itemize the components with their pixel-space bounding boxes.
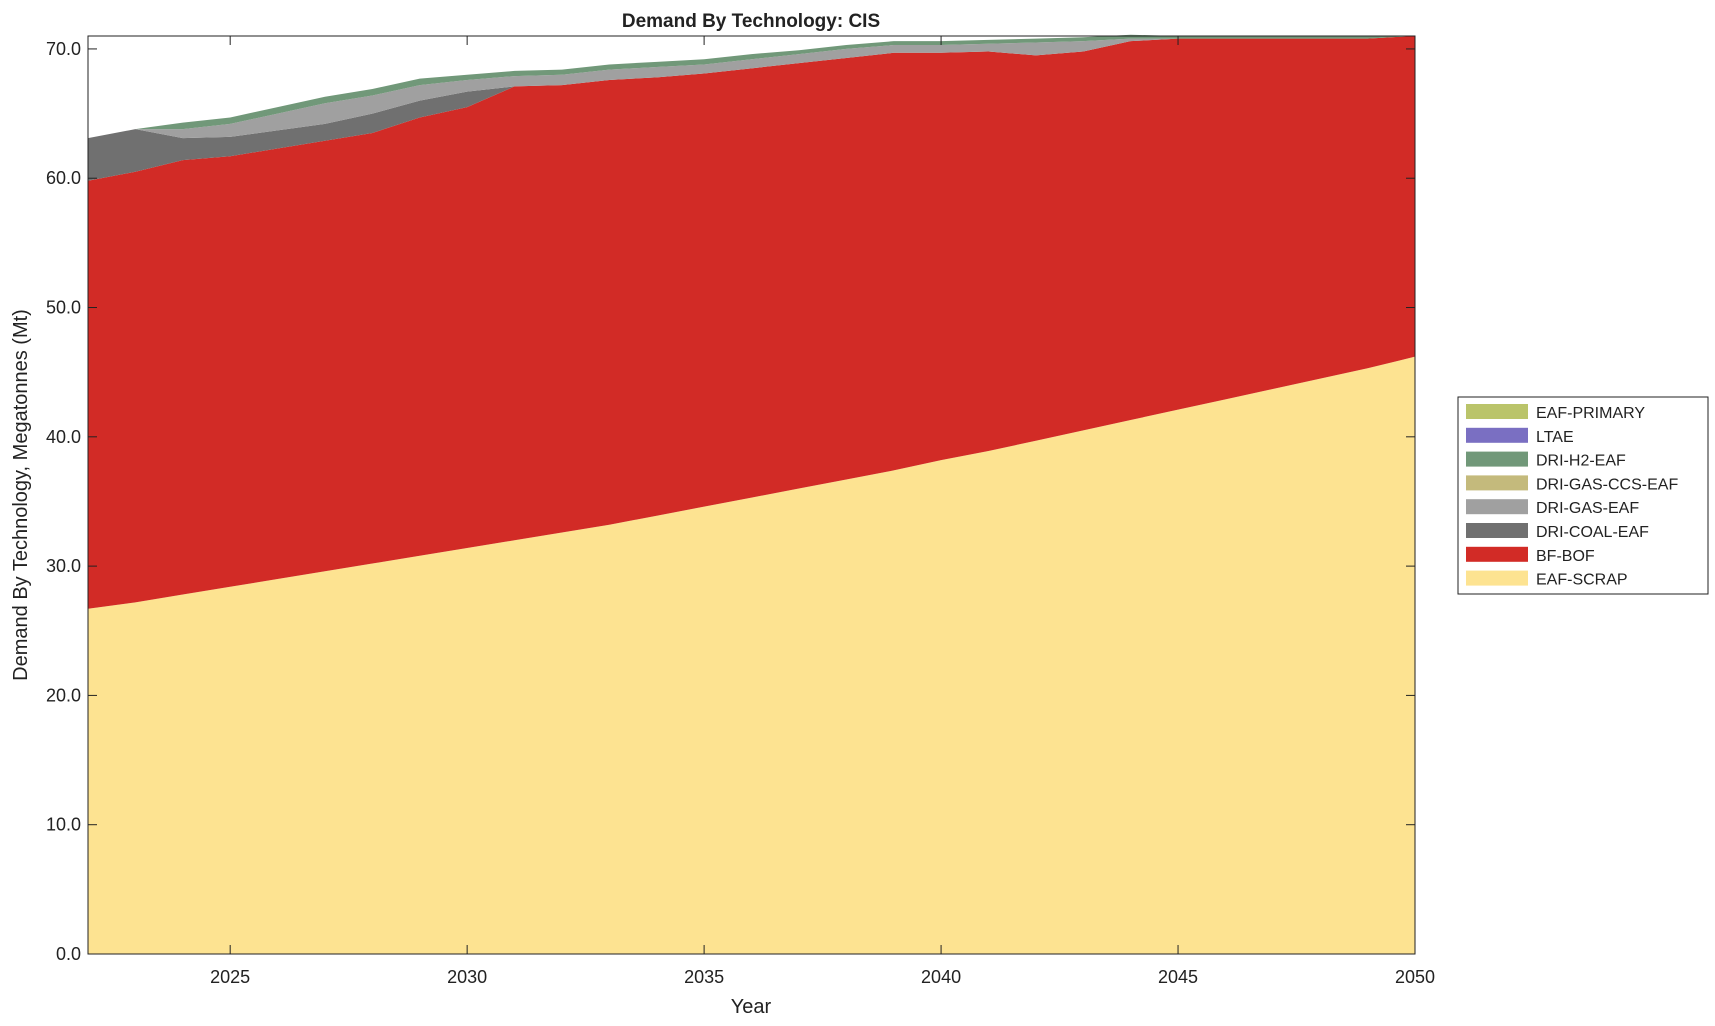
- legend-item-ltae: LTAE: [1466, 427, 1574, 446]
- area-layer: [88, 34, 1415, 954]
- legend-items: EAF-PRIMARY LTAE DRI-H2-EAF DRI-GAS-CCS-EAF…: [1466, 404, 1678, 589]
- legend-swatch: [1466, 475, 1528, 491]
- legend-item-dri-h2-eaf: DRI-H2-EAF: [1466, 451, 1626, 470]
- legend-label: DRI-COAL-EAF: [1536, 524, 1649, 541]
- chart-title: Demand By Technology: CIS: [622, 11, 880, 32]
- axes-layer: [87, 35, 1416, 955]
- legend: EAF-PRIMARY LTAE DRI-H2-EAF DRI-GAS-CCS-EAF…: [1457, 396, 1709, 595]
- y-tick-label: 60.0: [46, 168, 81, 188]
- x-tick-label: 2025: [210, 967, 250, 987]
- y-tick-label: 20.0: [46, 685, 81, 705]
- x-axis-ticks: 2025 2030 2035 2040 2045 2050: [210, 36, 1435, 987]
- y-tick-label: 30.0: [46, 556, 81, 576]
- legend-item-eaf-primary: EAF-PRIMARY: [1466, 404, 1645, 422]
- area-dri-h2-eaf: [88, 34, 1415, 139]
- legend-label: DRI-GAS-CCS-EAF: [1536, 476, 1678, 493]
- y-tick-label: 70.0: [46, 39, 81, 59]
- area-dri-gas-eaf: [88, 36, 1415, 139]
- legend-label: LTAE: [1536, 429, 1574, 446]
- x-tick-label: 2040: [921, 967, 961, 987]
- x-tick-label: 2035: [684, 967, 724, 987]
- y-tick-label: 10.0: [46, 815, 81, 835]
- area-bf-bof: [88, 36, 1415, 609]
- legend-swatch: [1466, 499, 1528, 515]
- legend-label: EAF-PRIMARY: [1536, 405, 1645, 422]
- y-tick-label: 50.0: [46, 298, 81, 318]
- legend-swatch: [1466, 523, 1528, 538]
- legend-label: DRI-GAS-EAF: [1536, 500, 1639, 517]
- legend-label: EAF-SCRAP: [1536, 572, 1628, 589]
- legend-swatch: [1466, 427, 1528, 443]
- plot-frame: [87, 35, 1416, 955]
- legend-item-dri-coal-eaf: DRI-COAL-EAF: [1466, 523, 1649, 541]
- y-tick-label: 40.0: [46, 427, 81, 447]
- legend-item-eaf-scrap: EAF-SCRAP: [1466, 570, 1628, 589]
- x-tick-label: 2030: [447, 967, 487, 987]
- area-eaf-scrap: [88, 356, 1415, 954]
- legend-item-dri-gas-ccs-eaf: DRI-GAS-CCS-EAF: [1466, 475, 1678, 493]
- legend-swatch: [1466, 404, 1528, 419]
- legend-label: BF-BOF: [1536, 548, 1595, 565]
- legend-label: DRI-H2-EAF: [1536, 453, 1626, 470]
- x-tick-label: 2045: [1158, 967, 1198, 987]
- x-tick-label: 2050: [1395, 967, 1435, 987]
- y-axis-label: Demand By Technology, Megatonnes (Mt): [10, 309, 32, 681]
- legend-swatch: [1466, 546, 1528, 562]
- legend-swatch: [1466, 451, 1528, 467]
- x-axis-label: Year: [731, 996, 772, 1018]
- legend-swatch: [1466, 570, 1528, 586]
- y-axis-ticks: 0.0 10.0 20.0 30.0 40.0 50.0 60.0 70.0: [46, 39, 1415, 964]
- legend-item-dri-gas-eaf: DRI-GAS-EAF: [1466, 499, 1639, 517]
- y-tick-label: 0.0: [56, 944, 81, 964]
- legend-item-bf-bof: BF-BOF: [1466, 546, 1595, 565]
